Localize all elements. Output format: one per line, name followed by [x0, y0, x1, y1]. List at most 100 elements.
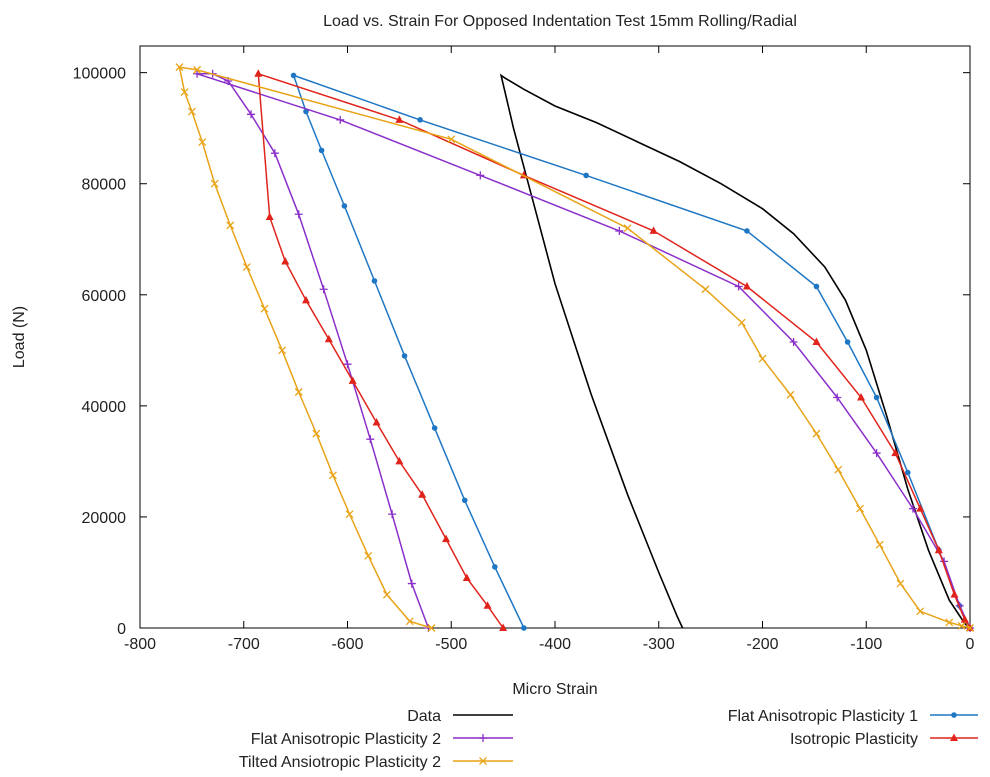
data-point [872, 449, 881, 458]
data-point [873, 394, 880, 401]
data-point [758, 354, 767, 363]
data-point [336, 115, 345, 124]
data-point [896, 579, 905, 588]
data-point [312, 429, 321, 438]
data-point [583, 172, 589, 179]
legend-marker [950, 733, 958, 741]
data-point [318, 147, 325, 154]
x-tick-label: -500 [435, 636, 467, 653]
data-point [649, 226, 658, 234]
data-point [431, 425, 438, 431]
legend-label: Tilted Ansiotropic Plasticity 2 [239, 754, 441, 771]
series-line [499, 73, 971, 629]
data-point [904, 469, 911, 476]
data-point [483, 601, 492, 609]
y-tick-label: 100000 [73, 66, 126, 83]
data-point [916, 607, 925, 616]
x-tick-label: -800 [124, 636, 156, 653]
data-point [260, 304, 269, 313]
data-point [364, 551, 373, 560]
data-point [844, 339, 851, 345]
data-point [290, 72, 297, 79]
data-point [329, 471, 337, 480]
data-point [265, 212, 274, 221]
x-tick-label: -200 [746, 636, 778, 653]
data-point [401, 353, 408, 359]
data-point [875, 540, 884, 549]
data-point [742, 281, 751, 290]
data-point [476, 171, 485, 180]
data-point [294, 210, 303, 219]
y-tick-label: 60000 [82, 288, 127, 305]
series-line [257, 72, 971, 629]
data-point [345, 510, 354, 519]
data-point [934, 545, 943, 554]
data-point [417, 117, 423, 123]
legend: Data Flat Anisotropic Plasticity 2 Tilted … [239, 708, 978, 771]
data-point [834, 465, 843, 474]
data-point [856, 504, 864, 513]
x-axis-title: Micro Strain [512, 681, 597, 698]
data-point [891, 448, 900, 457]
data-point [175, 63, 184, 72]
data-point [813, 283, 820, 290]
data-point [461, 497, 468, 504]
data-point [198, 138, 207, 147]
x-tick-label: -700 [228, 636, 260, 653]
y-tick-label: 40000 [82, 399, 127, 416]
data-point [348, 376, 357, 384]
data-point [499, 623, 508, 631]
data-point [372, 418, 381, 426]
data-point [447, 135, 456, 144]
data-point [857, 393, 866, 401]
data-point [254, 69, 263, 77]
series-line [292, 74, 971, 629]
chart-title: Load vs. Strain For Opposed Indentation … [323, 13, 797, 30]
y-tick-label: 20000 [82, 510, 127, 527]
x-tick-label: -400 [539, 636, 571, 653]
data-point [382, 590, 391, 599]
data-point [226, 221, 235, 230]
data-point [366, 435, 375, 444]
data-point [187, 107, 196, 116]
data-point [812, 337, 821, 345]
data-point [744, 228, 750, 234]
data-point [388, 510, 397, 519]
data-point [833, 393, 842, 402]
data-point [210, 179, 219, 188]
data-point [615, 226, 624, 235]
data-point [737, 318, 746, 327]
series-line [196, 73, 971, 629]
legend-label: Data [407, 708, 441, 725]
data-point [294, 388, 303, 396]
data-point [395, 115, 404, 123]
data-point [303, 108, 309, 115]
legend-marker [951, 712, 957, 718]
data-point [371, 278, 378, 284]
data-point [407, 579, 416, 588]
data-point [521, 625, 527, 631]
data-point [442, 534, 451, 543]
data-point [302, 295, 310, 304]
data-point [343, 360, 352, 369]
data-point [916, 504, 925, 512]
data-point [492, 564, 498, 570]
series-line [178, 66, 971, 629]
data-point [623, 224, 632, 233]
legend-marker [479, 734, 487, 742]
data-point [180, 88, 189, 97]
legend-marker [479, 757, 487, 765]
legend-label: Flat Anisotropic Plasticity 1 [728, 708, 918, 725]
data-point [193, 65, 202, 74]
data-point [278, 346, 287, 355]
data-point [427, 624, 436, 632]
y-tick-label: 0 [117, 621, 126, 638]
data-point [319, 285, 328, 294]
data-point [462, 573, 471, 582]
data-point [270, 149, 279, 158]
data-point [418, 490, 427, 498]
data-point [341, 203, 348, 209]
x-tick-label: -100 [850, 636, 882, 653]
data-point [701, 285, 710, 294]
